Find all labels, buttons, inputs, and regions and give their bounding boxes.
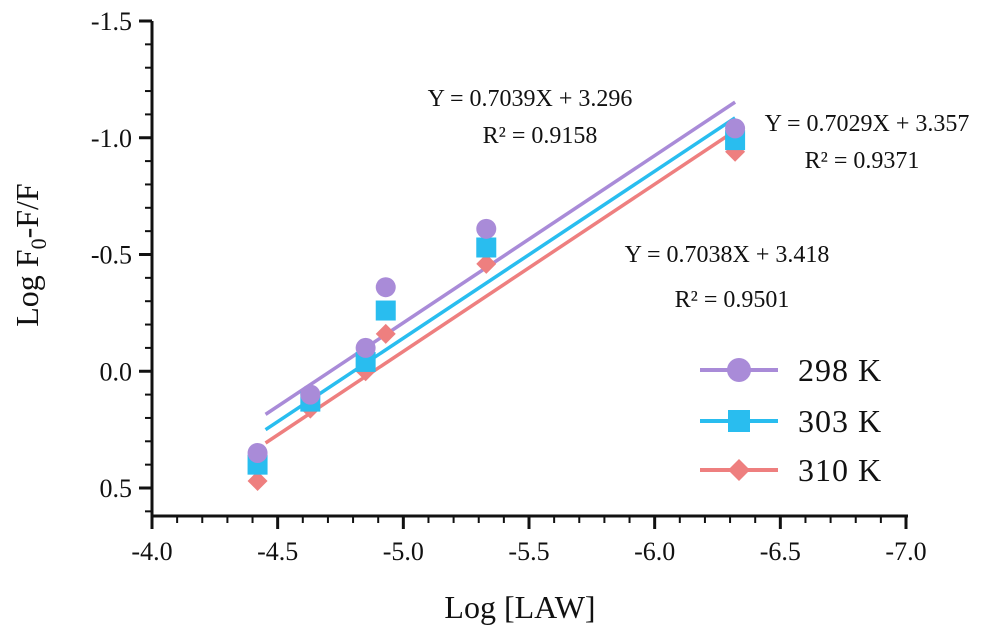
x-tick-label: -4.5	[257, 537, 298, 566]
x-tick-label: -4.0	[131, 537, 172, 566]
x-tick-label: -7.0	[885, 537, 926, 566]
data-point-square	[375, 300, 396, 321]
r2-303: R² = 0.9371	[805, 148, 920, 174]
x-tick-label: -6.5	[760, 537, 801, 566]
data-point-diamond	[476, 253, 497, 274]
data-point-circle	[375, 277, 396, 298]
legend-circle-marker	[727, 358, 751, 382]
legend-item-303: 303 K	[700, 403, 882, 439]
legend-diamond-marker	[728, 459, 750, 481]
x-ticks: -4.0 -4.5 -5.0 -5.5 -6.0 -6.5 -7.0	[131, 516, 927, 566]
data-point-square	[476, 237, 497, 258]
data-point-circle	[355, 337, 376, 358]
x-axis-title: Log [LAW]	[444, 589, 595, 625]
x-tick-label: -5.5	[508, 537, 549, 566]
legend-label-310: 310 K	[798, 452, 882, 488]
y-ticks: 0.5 0.0 -0.5 -1.0 -1.5	[91, 7, 152, 513]
fit-line-298k	[264, 100, 737, 416]
x-tick-label: -5.0	[383, 537, 424, 566]
y-tick-label: -1.5	[91, 7, 132, 36]
axes: -4.0 -4.5 -5.0 -5.5 -6.0 -6.5 -7.0 0.5 0.0 -0.5 -…	[91, 7, 927, 566]
y-tick-label: 0.5	[100, 474, 133, 503]
data-point-diamond	[247, 470, 268, 491]
y-tick-label: 0.0	[100, 357, 133, 386]
data-point-square	[355, 351, 376, 372]
y-tick-label: -0.5	[91, 241, 132, 270]
legend-item-298: 298 K	[700, 352, 882, 388]
legend-label-303: 303 K	[798, 403, 882, 439]
equation-298: Y = 0.7039X + 3.296	[428, 86, 633, 112]
data-point-circle	[476, 218, 497, 239]
y-axis-title-subscript: 0	[26, 238, 51, 249]
r2-298: R² = 0.9158	[483, 123, 598, 149]
fit-line-310k	[264, 129, 737, 445]
equation-310: Y = 0.7038X + 3.418	[625, 242, 830, 268]
data-point-circle	[725, 118, 746, 139]
legend-item-310: 310 K	[700, 452, 882, 488]
x-tick-label: -6.0	[634, 537, 675, 566]
r2-310: R² = 0.9501	[675, 287, 790, 313]
equation-303: Y = 0.7029X + 3.357	[765, 111, 970, 137]
legend-label-298: 298 K	[798, 352, 882, 388]
legend: 298 K 303 K 310 K	[700, 352, 882, 488]
data-point-circle	[300, 384, 321, 405]
y-tick-label: -1.0	[91, 124, 132, 153]
fit-line-303k	[264, 116, 737, 432]
y-axis-title-rest: -F/F	[9, 183, 45, 238]
data-point-circle	[247, 442, 268, 463]
data-point-diamond	[375, 323, 396, 344]
legend-square-marker	[728, 410, 750, 432]
y-axis-title: Log F0-F/F	[9, 183, 51, 326]
y-axis-title-main: Log F	[9, 249, 45, 326]
data-markers	[247, 118, 746, 491]
fit-lines	[264, 100, 737, 445]
